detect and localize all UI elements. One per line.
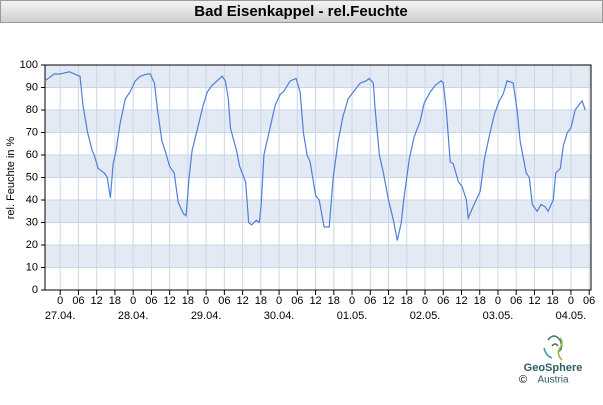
y-tick-label: 70 [26,126,38,138]
y-tick-label: 40 [26,194,38,206]
x-tick-label: 12 [91,295,103,307]
x-tick-label: 06 [583,295,595,307]
x-tick-label: 18 [474,295,486,307]
y-tick-label: 60 [26,149,38,161]
date-label: 04.05. [556,310,587,322]
logo: GeoSphere Austria © [519,335,583,386]
y-tick-label: 100 [20,59,38,71]
x-tick-label: 12 [236,295,248,307]
logo-icon [543,335,563,361]
grid-band [45,155,591,178]
date-label: 02.05. [410,310,441,322]
grid-band [45,245,591,268]
x-tick-label: 0 [349,295,355,307]
x-tick-label: 06 [510,295,522,307]
x-tick-label: 0 [568,295,574,307]
y-tick-label: 20 [26,239,38,251]
x-tick-label: 06 [437,295,449,307]
y-tick-label: 90 [26,81,38,93]
chart-title: Bad Eisenkappel - rel.Feuchte [194,3,407,20]
grid-band [45,200,591,223]
y-tick-label: 10 [26,261,38,273]
y-axis-label: rel. Feuchte in % [5,137,17,220]
x-tick-label: 06 [364,295,376,307]
date-label: 01.05. [337,310,368,322]
date-label: 03.05. [483,310,514,322]
x-tick-label: 12 [455,295,467,307]
y-tick-label: 80 [26,104,38,116]
x-tick-label: 06 [145,295,157,307]
x-tick-label: 18 [328,295,340,307]
date-label: 30.04. [264,310,295,322]
y-tick-label: 30 [26,216,38,228]
x-tick-label: 18 [109,295,121,307]
x-tick-label: 06 [291,295,303,307]
plot-frame [44,64,592,291]
copyright: © [519,374,527,386]
x-tick-label: 06 [218,295,230,307]
date-label: 27.04. [45,310,76,322]
x-tick-label: 0 [495,295,501,307]
x-tick-label: 12 [528,295,540,307]
x-tick-label: 18 [255,295,267,307]
logo-name: GeoSphere [524,362,583,374]
x-tick-label: 0 [276,295,282,307]
y-tick-label: 50 [26,171,38,183]
grid-band [45,65,591,88]
x-tick-label: 12 [382,295,394,307]
date-label: 28.04. [118,310,149,322]
x-tick-label: 18 [401,295,413,307]
logo-sub: Austria [537,375,569,386]
x-tick-label: 0 [203,295,209,307]
x-tick-label: 18 [547,295,559,307]
x-tick-label: 18 [182,295,194,307]
y-tick-label: 0 [32,284,38,296]
x-tick-label: 0 [57,295,63,307]
x-tick-label: 06 [72,295,84,307]
x-tick-label: 12 [164,295,176,307]
x-tick-label: 0 [130,295,136,307]
x-tick-label: 12 [309,295,321,307]
data-line [44,71,586,241]
date-label: 29.04. [191,310,222,322]
x-tick-label: 0 [422,295,428,307]
grid-band [45,110,591,133]
